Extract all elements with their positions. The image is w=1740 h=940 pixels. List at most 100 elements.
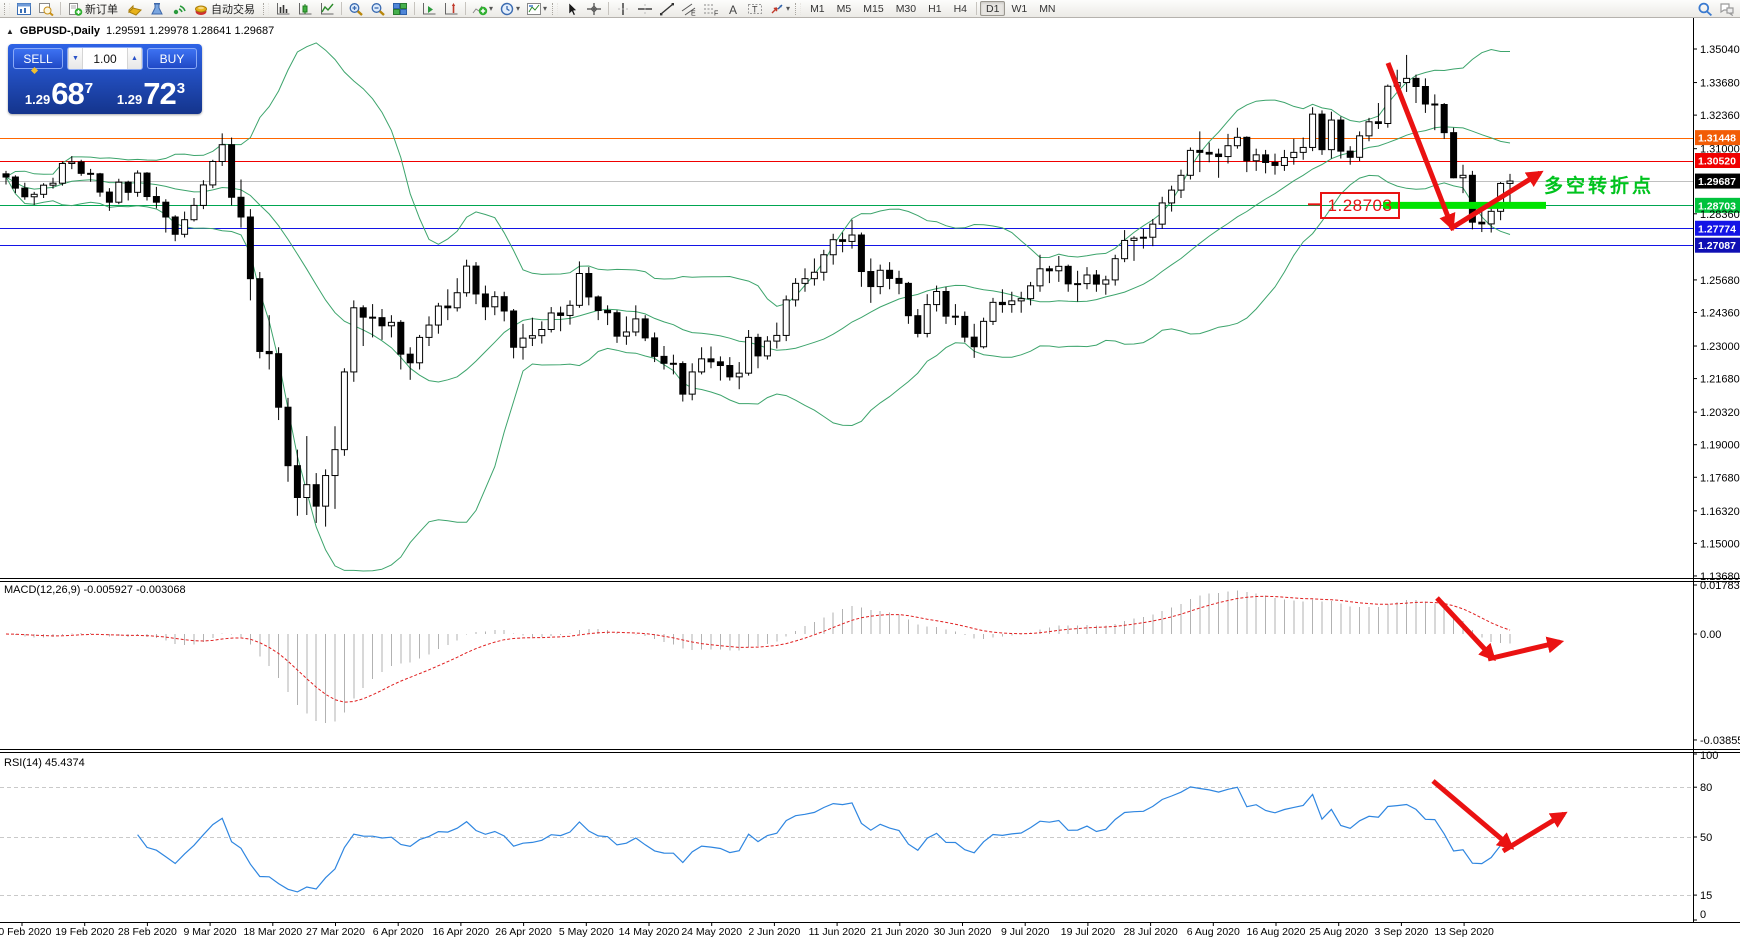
horizontal-line-icon[interactable] [634, 1, 656, 17]
timeframe-m15-button[interactable]: M15 [857, 1, 889, 16]
zoom-in-icon[interactable] [345, 1, 367, 17]
search-icon[interactable] [1694, 1, 1716, 17]
line-chart-icon[interactable] [316, 1, 338, 17]
timeframe-mn-button[interactable]: MN [1033, 1, 1061, 16]
svg-text:3 Sep 2020: 3 Sep 2020 [1375, 926, 1429, 938]
chat-icon[interactable] [1716, 1, 1738, 17]
timeframe-d1-button[interactable]: D1 [980, 1, 1006, 16]
svg-text:1.13680: 1.13680 [1700, 571, 1740, 583]
candlestick-chart-icon[interactable] [294, 1, 316, 17]
autotrading-label: 自动交易 [211, 3, 255, 16]
toolbar-separator [414, 2, 415, 15]
svg-text:1.17680: 1.17680 [1700, 472, 1740, 484]
crosshair-icon[interactable] [583, 1, 605, 17]
price-annotation-box[interactable]: 1.28703 [1320, 192, 1400, 219]
volume-up-button[interactable]: ▲ [127, 48, 142, 69]
toolbar-grip [795, 2, 802, 15]
timeframe-h1-button[interactable]: H1 [922, 1, 947, 16]
macd-signal-line [5, 595, 1511, 703]
bid-price-head: 1.29 [24, 92, 51, 107]
collapse-icon[interactable]: ▲ [6, 26, 14, 36]
timeframe-m1-button[interactable]: M1 [804, 1, 831, 16]
chart-window-icon[interactable] [13, 1, 35, 17]
turning-point-label[interactable]: 多空转折点 [1544, 176, 1655, 197]
vertical-line-icon[interactable] [612, 1, 634, 17]
svg-text:26 Apr 2020: 26 Apr 2020 [495, 926, 552, 938]
zoom-out-icon[interactable] [367, 1, 389, 17]
volume-input[interactable] [83, 48, 127, 69]
buy-button[interactable]: BUY [147, 48, 197, 69]
svg-text:28 Feb 2020: 28 Feb 2020 [118, 926, 177, 938]
tile-windows-icon[interactable] [389, 1, 411, 17]
new-order-label: 新订单 [85, 3, 118, 16]
date-axis[interactable] [21, 922, 1465, 927]
timeframe-m30-button[interactable]: M30 [890, 1, 922, 16]
svg-text:1.33680: 1.33680 [1700, 78, 1740, 90]
svg-text:1.20320: 1.20320 [1700, 407, 1740, 419]
svg-text:1.28703: 1.28703 [1698, 200, 1736, 212]
svg-text:21 Jun 2020: 21 Jun 2020 [871, 926, 929, 938]
svg-text:T: T [752, 4, 758, 14]
symbol-period-label: GBPUSD-,Daily [19, 25, 100, 37]
annotations-layer[interactable] [1308, 62, 1568, 854]
volume-down-button[interactable]: ▼ [68, 48, 83, 69]
sell-button[interactable]: SELL [13, 48, 63, 69]
svg-text:1.23000: 1.23000 [1700, 341, 1740, 353]
text-label-icon[interactable]: T [744, 1, 766, 17]
text-icon[interactable]: A [722, 1, 744, 17]
dropdown-caret-icon: ▾ [489, 4, 494, 13]
timeframe-w1-button[interactable]: W1 [1005, 1, 1033, 16]
svg-text:100: 100 [1700, 750, 1718, 762]
equidistant-channel-icon[interactable]: E [678, 1, 700, 17]
svg-text:1.35040: 1.35040 [1700, 44, 1740, 56]
svg-text:E: E [691, 10, 696, 16]
svg-text:9 Mar 2020: 9 Mar 2020 [184, 926, 237, 938]
toolbar-separator [60, 2, 61, 15]
bar-chart-icon[interactable] [272, 1, 294, 17]
svg-text:18 Mar 2020: 18 Mar 2020 [243, 926, 302, 938]
svg-text:16 Aug 2020: 16 Aug 2020 [1247, 926, 1306, 938]
expert-gold-icon[interactable] [124, 1, 146, 17]
svg-text:10 Feb 2020: 10 Feb 2020 [0, 926, 52, 938]
auto-scroll-icon[interactable] [418, 1, 440, 17]
dropdown-caret-icon: ▾ [543, 4, 548, 13]
timeframe-m5-button[interactable]: M5 [831, 1, 858, 16]
templates-icon[interactable]: ▾ [523, 1, 550, 17]
trendline-icon[interactable] [656, 1, 678, 17]
svg-text:5 May 2020: 5 May 2020 [559, 926, 614, 938]
fibonacci-icon[interactable]: F [700, 1, 722, 17]
arrow-tools-icon[interactable]: ▾ [766, 1, 793, 17]
svg-text:1.32360: 1.32360 [1700, 110, 1740, 122]
chart-canvas[interactable]: 1.35040 1.33680 1.32360 1.31000 1.28360 1.256… [0, 18, 1740, 940]
main-toolbar: 新订单 自动交易 ▾ ▾ ▾ E F A T ▾ M1 M5 M15 M30 H1 H4 D1 W1 MN [0, 0, 1740, 18]
rsi-levels [0, 787, 1693, 896]
market-watch-icon[interactable] [35, 1, 57, 17]
indicators-icon[interactable]: ▾ [469, 1, 496, 17]
signals-icon[interactable] [168, 1, 190, 17]
volume-box: ▼ ▲ [67, 47, 143, 70]
periods-icon[interactable]: ▾ [496, 1, 523, 17]
svg-text:1.16320: 1.16320 [1700, 506, 1740, 518]
svg-text:80: 80 [1700, 782, 1712, 794]
svg-text:1.21680: 1.21680 [1700, 374, 1740, 386]
svg-text:1.19000: 1.19000 [1700, 440, 1740, 452]
svg-text:25 Aug 2020: 25 Aug 2020 [1309, 926, 1368, 938]
strategy-tester-icon[interactable] [146, 1, 168, 17]
svg-text:1.28360: 1.28360 [1700, 209, 1740, 221]
autotrading-button[interactable]: 自动交易 [190, 1, 261, 17]
ask-price[interactable]: 1.29 72 3 [105, 72, 197, 110]
cursor-icon[interactable] [561, 1, 583, 17]
svg-text:1.31000: 1.31000 [1700, 144, 1740, 156]
new-order-button[interactable]: 新订单 [64, 1, 124, 17]
svg-text:1.27774: 1.27774 [1698, 223, 1736, 235]
ohlc-readout: 1.29591 1.29978 1.28641 1.29687 [106, 25, 275, 37]
rsi-indicator-label: RSI(14) 45.4374 [4, 757, 85, 769]
bid-price[interactable]: 1.29 68 7 [13, 72, 105, 110]
timeframe-h4-button[interactable]: H4 [948, 1, 973, 16]
chart-shift-icon[interactable] [440, 1, 462, 17]
price-axis[interactable] [1693, 48, 1740, 921]
svg-text:A: A [729, 3, 737, 16]
horizontal-lines-layer[interactable] [0, 138, 1693, 246]
